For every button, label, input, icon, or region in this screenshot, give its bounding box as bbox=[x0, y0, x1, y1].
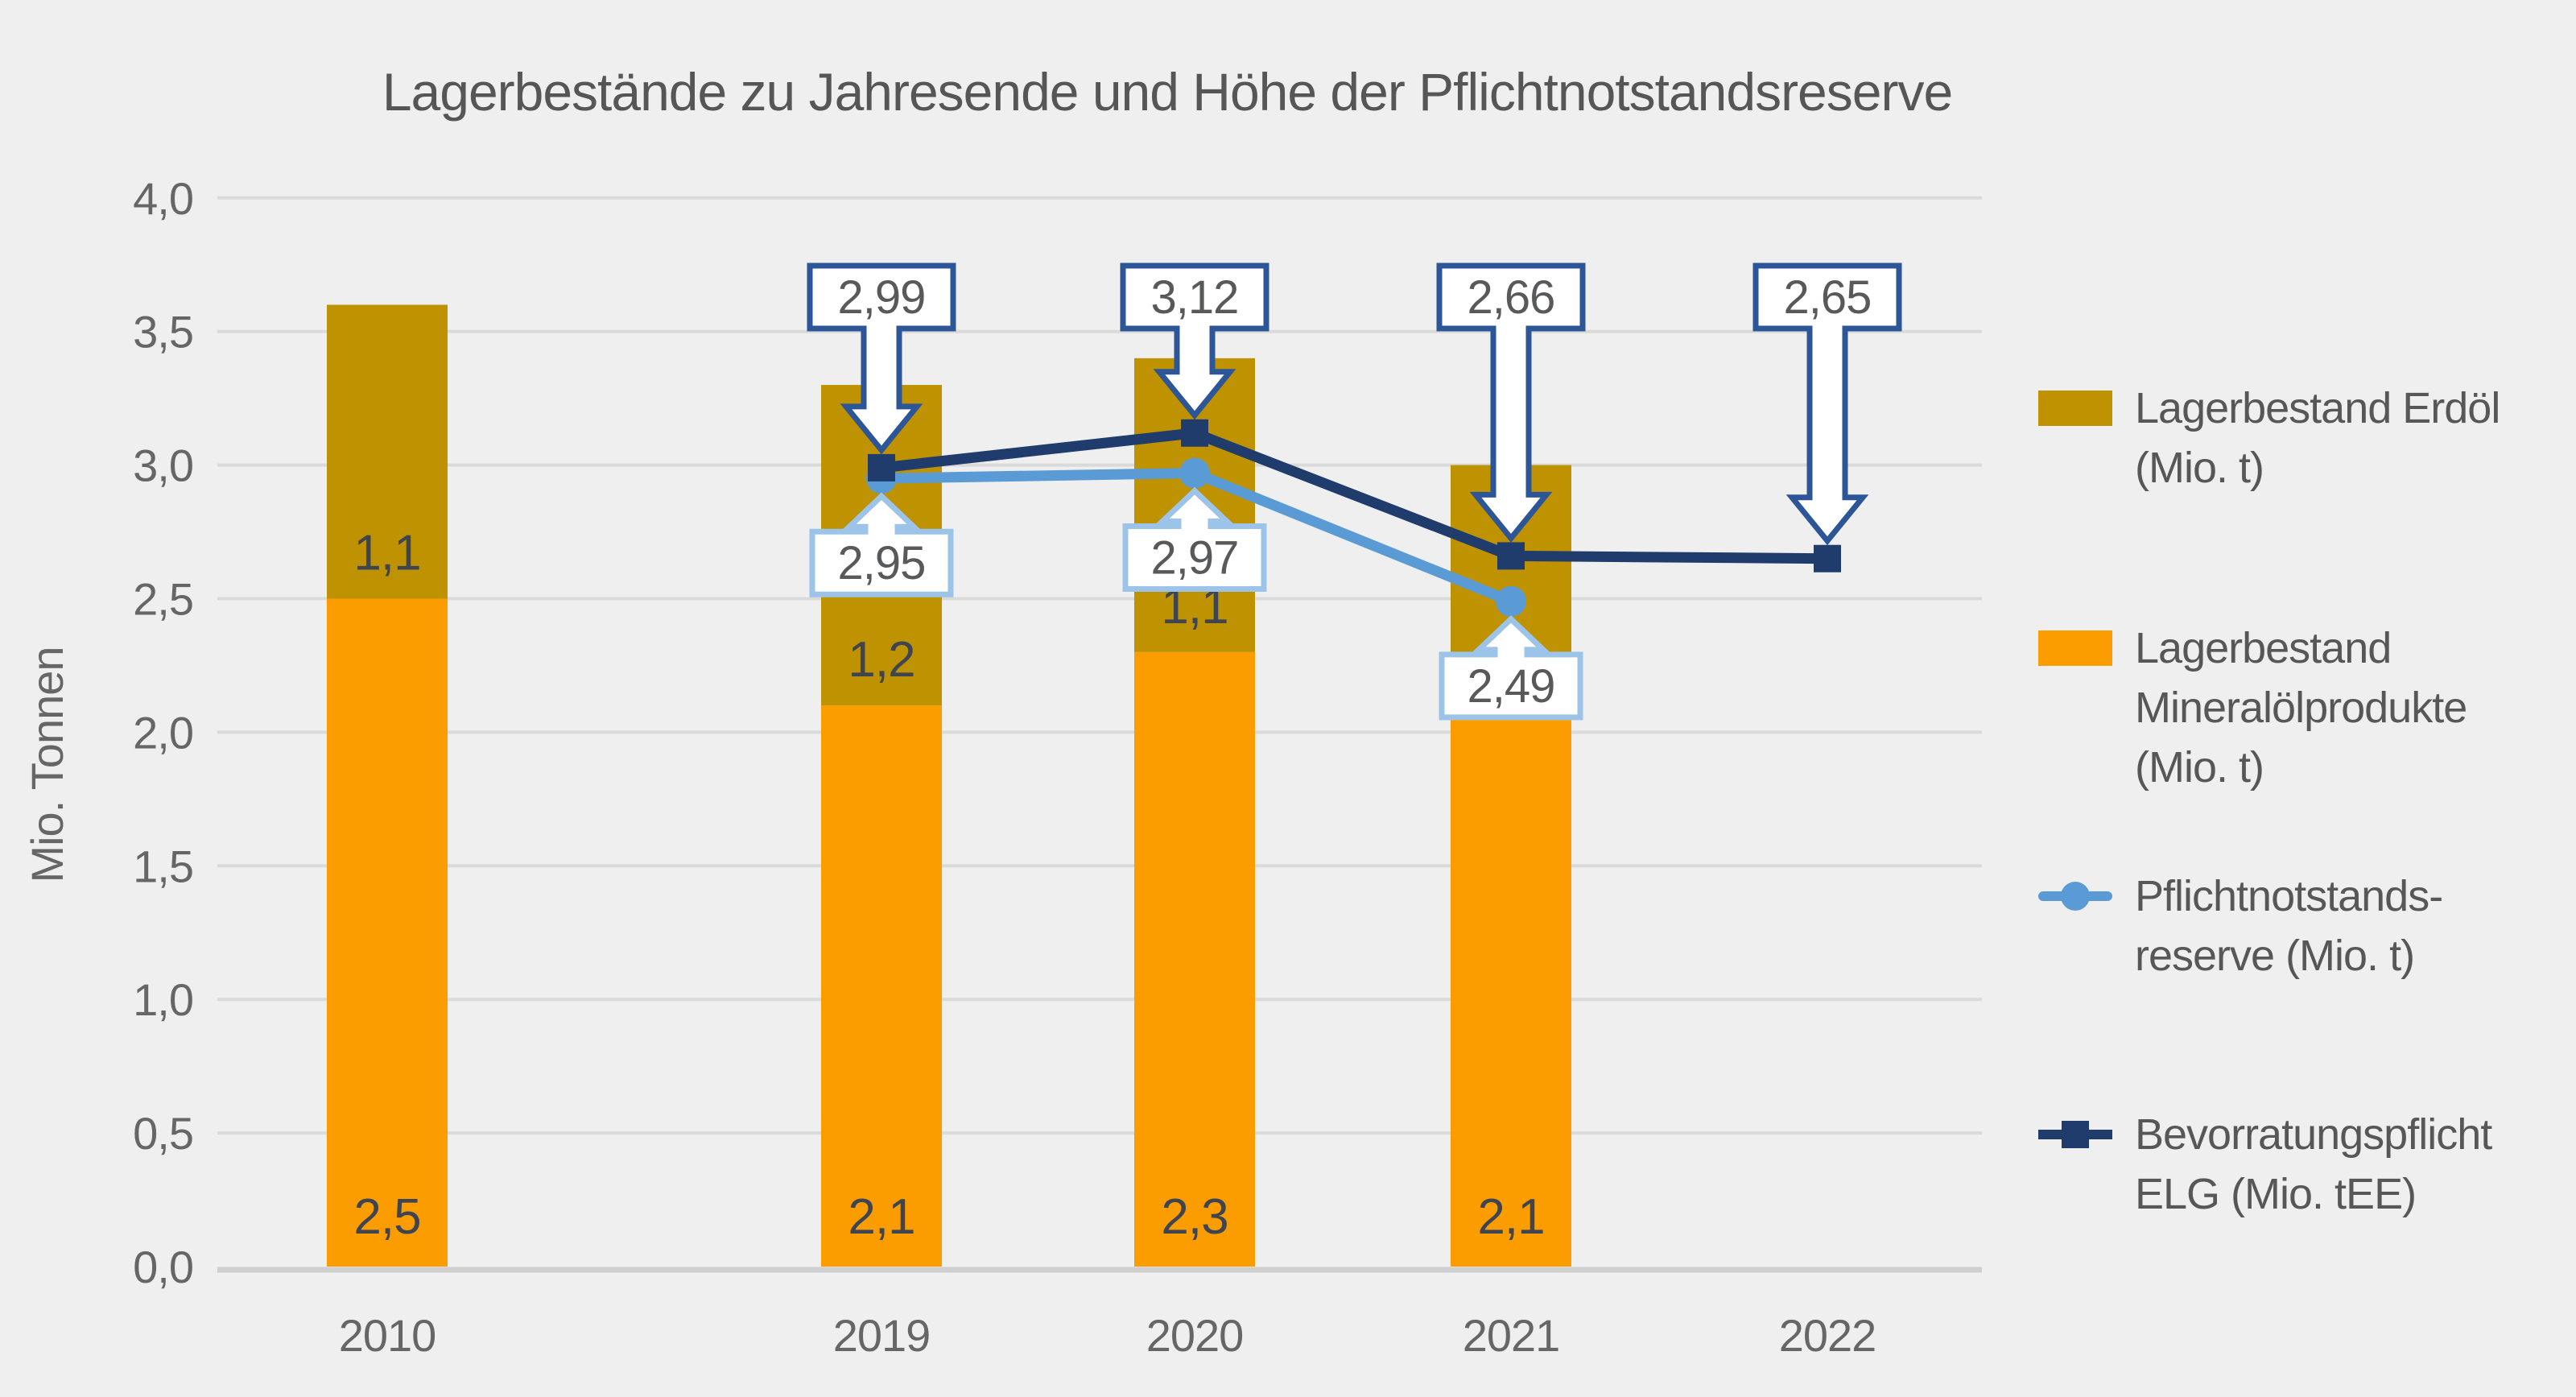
y-axis-title: Mio. Tonnen bbox=[22, 647, 72, 882]
legend-label-line: reserve (Mio. t) bbox=[2135, 932, 2415, 980]
callout-value: 2,99 bbox=[838, 271, 926, 324]
bar-label: 2,3 bbox=[1161, 1189, 1228, 1245]
callout-value: 2,49 bbox=[1468, 660, 1555, 713]
legend-swatch-elg-icon bbox=[2038, 1105, 2112, 1164]
bar-label: 1,1 bbox=[353, 526, 420, 581]
circle-marker bbox=[1496, 585, 1526, 617]
y-tick-label: 0,0 bbox=[133, 1242, 193, 1292]
square-marker bbox=[1181, 419, 1208, 447]
y-tick-label: 1,5 bbox=[133, 841, 193, 891]
bar-mineraloel bbox=[1451, 705, 1571, 1267]
legend: Lagerbestand Erdöl (Mio. t) Lagerbestand… bbox=[2038, 0, 2570, 1397]
y-tick-label: 1,0 bbox=[133, 974, 193, 1025]
bar-erdoel bbox=[327, 304, 448, 599]
callout-value: 3,12 bbox=[1151, 271, 1239, 324]
callout-arrow bbox=[1752, 262, 1902, 546]
callout-arrow bbox=[1122, 486, 1267, 593]
bars: 2,51,12,11,22,31,12,1 bbox=[327, 304, 1571, 1267]
x-tick-label: 2020 bbox=[1146, 1310, 1244, 1361]
legend-item-elg: Bevorratungspflicht ELG (Mio. tEE) bbox=[2038, 1105, 2492, 1224]
chart-title: Lagerbestände zu Jahresende und Höhe der… bbox=[382, 62, 1953, 122]
y-tick-label: 2,5 bbox=[133, 574, 193, 625]
gridlines bbox=[217, 196, 1982, 1135]
legend-swatch-erdoel-icon bbox=[2038, 391, 2112, 426]
legend-label-line: (Mio. t) bbox=[2135, 444, 2264, 492]
y-tick-label: 0,5 bbox=[133, 1108, 193, 1159]
bar-mineraloel bbox=[1134, 651, 1255, 1267]
square-marker bbox=[1497, 542, 1525, 570]
legend-label-reserve: Pflichtnotstands- reserve (Mio. t) bbox=[2135, 866, 2443, 986]
legend-swatch-mineraloel-icon bbox=[2038, 630, 2112, 666]
callout-arrow bbox=[809, 492, 954, 597]
legend-label-line: Lagerbestand Erdöl bbox=[2135, 384, 2500, 432]
legend-label-erdoel: Lagerbestand Erdöl (Mio. t) bbox=[2135, 378, 2500, 498]
square-marker bbox=[1814, 544, 1841, 572]
callout-value: 2,97 bbox=[1151, 532, 1239, 585]
callout-arrow bbox=[1436, 262, 1586, 543]
x-tick-label: 2010 bbox=[339, 1310, 436, 1361]
bar-label: 2,5 bbox=[353, 1189, 420, 1245]
callout-value: 2,65 bbox=[1784, 271, 1872, 324]
legend-swatch-reserve-icon bbox=[2038, 866, 2112, 926]
legend-item-reserve: Pflichtnotstands- reserve (Mio. t) bbox=[2038, 866, 2443, 986]
legend-label-line: ELG (Mio. tEE) bbox=[2135, 1170, 2417, 1218]
y-tick-label: 4,0 bbox=[133, 173, 193, 224]
y-axis-labels: 0,0 0,5 1,0 1,5 2,0 2,5 3,0 3,5 4,0 bbox=[133, 173, 194, 1292]
square-marker bbox=[868, 453, 895, 482]
bar-mineraloel bbox=[821, 705, 942, 1267]
callout-value: 2,66 bbox=[1468, 271, 1555, 324]
bar-label: 2,1 bbox=[1477, 1189, 1544, 1245]
circle-marker bbox=[1179, 457, 1210, 489]
legend-label-mineraloel: Lagerbestand Mineralölprodukte (Mio. t) bbox=[2135, 618, 2467, 797]
legend-item-erdoel: Lagerbestand Erdöl (Mio. t) bbox=[2038, 378, 2500, 498]
callout-arrow bbox=[807, 262, 956, 455]
legend-label-line: (Mio. t) bbox=[2135, 743, 2264, 791]
series-line bbox=[881, 428, 1828, 564]
callouts: 2,95 2,97 2,49 2,99 3,12 2,66 2,65 bbox=[807, 262, 1902, 721]
legend-label-line: Bevorratungspflicht bbox=[2135, 1110, 2492, 1159]
bar-label: 2,1 bbox=[848, 1189, 914, 1245]
x-tick-label: 2019 bbox=[833, 1310, 931, 1361]
legend-item-mineraloel: Lagerbestand Mineralölprodukte (Mio. t) bbox=[2038, 618, 2467, 797]
bar-mineraloel bbox=[327, 598, 448, 1267]
legend-label-line: Lagerbestand bbox=[2135, 624, 2392, 672]
y-tick-label: 2,0 bbox=[133, 707, 193, 758]
y-tick-label: 3,5 bbox=[133, 307, 193, 358]
x-tick-label: 2021 bbox=[1463, 1310, 1560, 1361]
callout-value: 2,95 bbox=[838, 537, 926, 589]
line-elg bbox=[868, 419, 1841, 572]
legend-label-line: Mineralölprodukte bbox=[2135, 684, 2467, 732]
callout-arrow bbox=[1120, 262, 1269, 420]
bar-label: 1,2 bbox=[848, 632, 914, 688]
x-tick-label: 2022 bbox=[1779, 1310, 1876, 1361]
callout-arrow bbox=[1439, 614, 1583, 721]
y-tick-label: 3,0 bbox=[133, 440, 193, 491]
legend-label-elg: Bevorratungspflicht ELG (Mio. tEE) bbox=[2135, 1105, 2492, 1224]
legend-label-line: Pflichtnotstands- bbox=[2135, 872, 2443, 920]
x-axis-labels: 2010 2019 2020 2021 2022 bbox=[339, 1310, 1877, 1361]
